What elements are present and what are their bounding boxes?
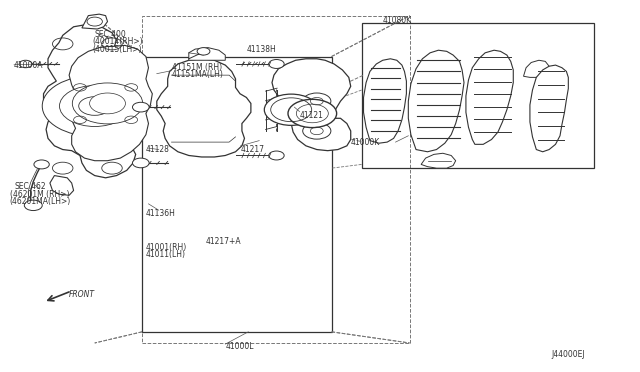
Polygon shape <box>364 59 406 143</box>
Circle shape <box>132 158 149 168</box>
Polygon shape <box>82 14 108 29</box>
Circle shape <box>60 86 130 126</box>
Circle shape <box>90 93 125 114</box>
Polygon shape <box>408 50 464 152</box>
Circle shape <box>269 151 284 160</box>
Text: 41138H: 41138H <box>246 45 276 54</box>
Text: FRONT: FRONT <box>69 290 95 299</box>
Text: 41151M (RH): 41151M (RH) <box>172 63 221 72</box>
Circle shape <box>269 60 284 68</box>
Polygon shape <box>272 59 351 151</box>
Text: J44000EJ: J44000EJ <box>552 350 586 359</box>
Circle shape <box>34 160 49 169</box>
Circle shape <box>132 102 149 112</box>
Circle shape <box>303 123 331 139</box>
Text: 41136H: 41136H <box>146 209 176 218</box>
Circle shape <box>288 99 337 128</box>
Text: 41080K: 41080K <box>383 16 412 25</box>
Polygon shape <box>157 59 251 157</box>
Text: (46201M (RH>): (46201M (RH>) <box>10 190 69 199</box>
Text: 41011(LH): 41011(LH) <box>146 250 186 259</box>
Text: 41151MA(LH): 41151MA(LH) <box>172 70 223 79</box>
Text: 41217: 41217 <box>241 145 265 154</box>
Circle shape <box>19 60 32 68</box>
Polygon shape <box>421 153 456 168</box>
Text: 41000K: 41000K <box>351 138 380 147</box>
Text: 41001(RH): 41001(RH) <box>146 243 187 252</box>
Circle shape <box>303 93 331 109</box>
Circle shape <box>197 48 210 55</box>
Text: SEC.400: SEC.400 <box>95 30 127 39</box>
Polygon shape <box>44 24 142 178</box>
Text: 41128: 41128 <box>146 145 170 154</box>
Text: SEC.462: SEC.462 <box>14 182 45 191</box>
Polygon shape <box>189 48 225 60</box>
Text: 41217+A: 41217+A <box>206 237 242 246</box>
Polygon shape <box>69 45 152 161</box>
Polygon shape <box>50 176 74 195</box>
Text: (40014(RH>): (40014(RH>) <box>93 37 143 46</box>
Circle shape <box>79 97 111 115</box>
Circle shape <box>24 200 42 211</box>
Text: (40015(LH>): (40015(LH>) <box>93 45 142 54</box>
Text: 41121: 41121 <box>300 111 323 120</box>
Polygon shape <box>524 60 549 77</box>
Polygon shape <box>530 65 568 152</box>
Text: 41000L: 41000L <box>225 342 254 351</box>
Circle shape <box>264 94 318 125</box>
Circle shape <box>42 76 147 137</box>
Circle shape <box>72 83 143 124</box>
Text: 41000A: 41000A <box>14 61 44 70</box>
Polygon shape <box>466 50 513 144</box>
Text: (46201MA(LH>): (46201MA(LH>) <box>10 197 71 206</box>
